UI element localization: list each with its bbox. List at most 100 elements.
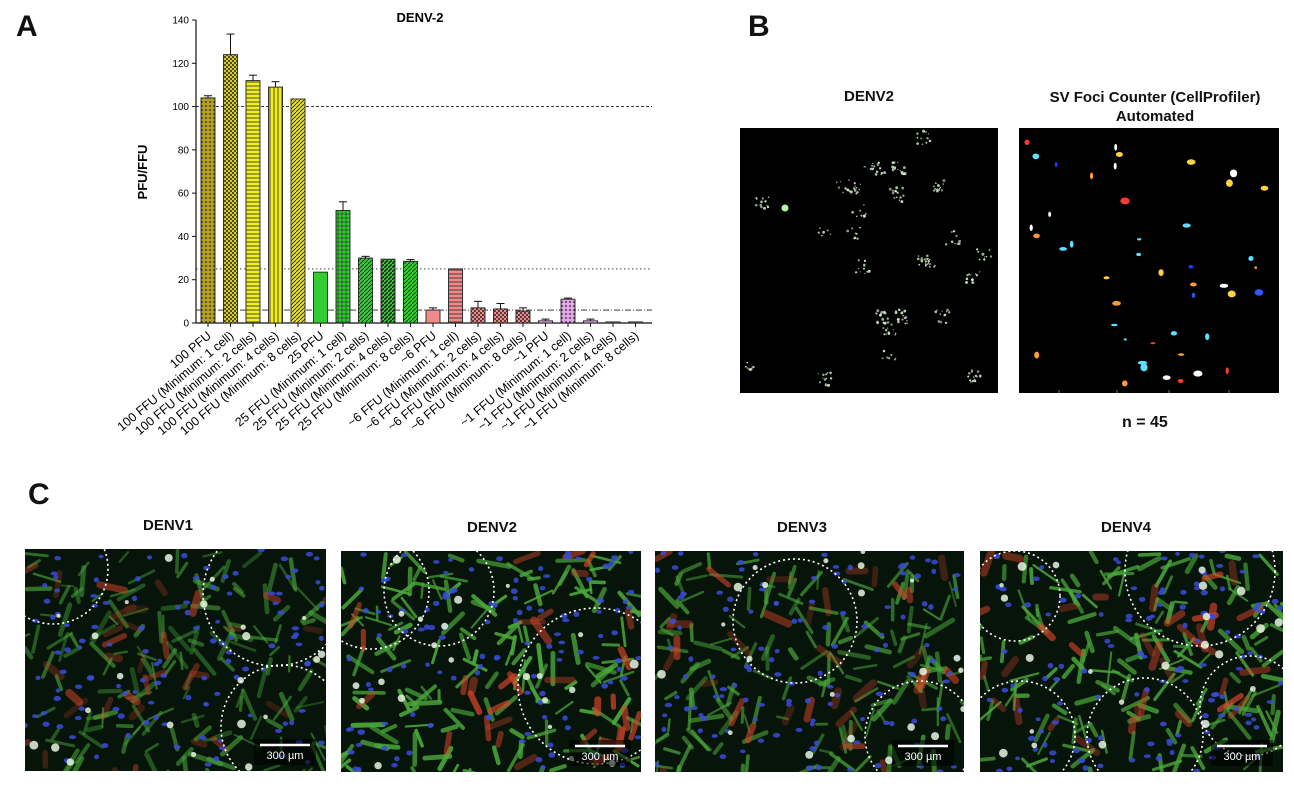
infected-cell <box>1139 632 1156 657</box>
nucleus <box>1146 615 1153 621</box>
nucleus <box>102 600 110 605</box>
nucleus <box>1049 758 1056 764</box>
infected-cell <box>263 591 282 604</box>
cytoskeleton-fiber <box>850 710 863 731</box>
cytoskeleton-fiber <box>659 616 671 629</box>
cytoskeleton-fiber <box>72 755 85 771</box>
nucleus <box>953 573 961 578</box>
nucleus <box>318 602 325 608</box>
cytoskeleton-fiber <box>345 764 357 772</box>
cytoskeleton-fiber <box>1117 658 1137 675</box>
cytoskeleton-fiber <box>1170 673 1185 684</box>
cytoskeleton-fiber <box>278 691 295 722</box>
nucleus <box>1010 683 1016 688</box>
nucleus <box>365 681 372 688</box>
cytoskeleton-fiber <box>266 562 278 593</box>
cytoskeleton-fiber <box>919 663 938 670</box>
foci-cluster <box>923 258 936 268</box>
nucleus <box>671 565 679 570</box>
nucleus <box>1058 663 1065 670</box>
cytoskeleton-fiber <box>1264 601 1283 622</box>
nucleus <box>524 731 532 736</box>
cytoskeleton-fiber <box>452 763 460 772</box>
cytoskeleton-fiber <box>364 616 393 627</box>
nucleus <box>940 716 947 722</box>
cytoskeleton-fiber <box>1153 672 1176 701</box>
bar <box>583 320 598 324</box>
cytoskeleton-fiber <box>1249 646 1263 663</box>
nucleus <box>539 690 546 697</box>
cytoskeleton-fiber <box>730 645 750 659</box>
nucleus <box>797 618 803 623</box>
bright-cell <box>91 632 99 640</box>
nucleus <box>386 666 393 673</box>
nucleus <box>739 749 746 754</box>
nucleus <box>225 658 232 664</box>
nucleus <box>810 576 818 581</box>
y-tick-label: 0 <box>183 319 189 330</box>
cytoskeleton-fiber <box>1253 636 1269 646</box>
infected-cell <box>514 753 538 771</box>
nucleus <box>1182 679 1189 683</box>
foci-cluster <box>744 361 755 371</box>
bright-cell <box>522 672 531 681</box>
infected-cell <box>1037 623 1056 642</box>
infected-cell <box>1219 677 1229 698</box>
nucleus <box>839 610 847 616</box>
nucleus <box>746 667 753 673</box>
cytoskeleton-fiber <box>118 551 130 563</box>
panel-letter-b: B <box>748 10 770 43</box>
cytoskeleton-fiber <box>1260 673 1283 683</box>
cytoskeleton-fiber <box>220 657 235 672</box>
cytoskeleton-fiber <box>187 638 205 647</box>
nucleus <box>358 586 365 591</box>
bright-cell <box>85 707 91 714</box>
nucleus <box>936 769 944 772</box>
foci-cluster <box>817 371 833 387</box>
nucleus <box>516 609 523 616</box>
bright-cell <box>930 732 940 741</box>
cytoskeleton-fiber <box>906 675 921 687</box>
foci-cluster <box>967 369 982 383</box>
infected-cell <box>1128 716 1137 735</box>
cytoskeleton-fiber <box>471 594 498 617</box>
infected-cell <box>142 674 152 696</box>
nucleus <box>54 556 62 561</box>
nucleus <box>541 714 548 720</box>
cytoskeleton-fiber <box>837 635 854 645</box>
cytoskeleton-fiber <box>472 649 479 665</box>
bright-cell <box>1161 661 1170 670</box>
cytoskeleton-fiber <box>380 723 398 734</box>
cytoskeleton-fiber <box>160 603 188 611</box>
cytoskeleton-fiber <box>1162 575 1174 595</box>
bright-cell <box>1202 612 1211 621</box>
nucleus <box>768 657 775 663</box>
nucleus <box>791 618 798 624</box>
nucleus <box>535 757 543 763</box>
nucleus <box>142 649 149 654</box>
nucleus <box>203 701 209 706</box>
infected-cell <box>42 660 65 681</box>
cytoskeleton-fiber <box>41 651 55 679</box>
y-tick-label: 120 <box>172 59 189 70</box>
nucleus <box>1130 586 1138 591</box>
nucleus <box>401 552 408 557</box>
cytoskeleton-fiber <box>1251 684 1281 698</box>
nucleus <box>1224 629 1231 635</box>
nucleus <box>1053 676 1061 682</box>
nucleus <box>295 642 303 647</box>
cytoskeleton-fiber <box>619 679 630 697</box>
focus-outline <box>220 664 326 771</box>
cytoskeleton-fiber <box>1209 558 1216 576</box>
cytoskeleton-fiber <box>522 625 531 646</box>
segmented-focus <box>1150 342 1156 345</box>
nucleus <box>924 643 930 648</box>
nucleus <box>362 607 369 614</box>
nucleus <box>443 570 449 575</box>
bright-cell <box>629 659 639 669</box>
cytoskeleton-fiber <box>458 632 472 660</box>
nucleus <box>785 702 792 707</box>
bright-cell <box>66 758 74 766</box>
segmented-focus <box>1054 161 1058 168</box>
infected-cell <box>123 691 141 706</box>
